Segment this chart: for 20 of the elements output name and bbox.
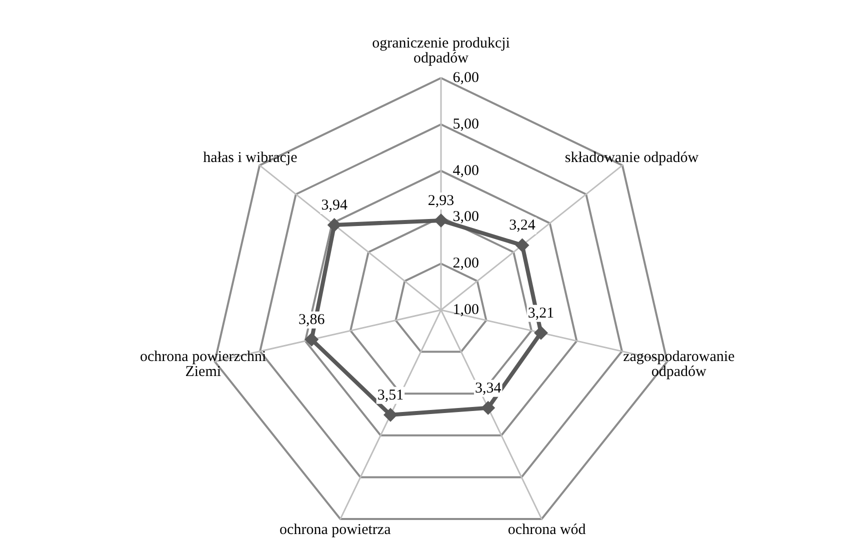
y-tick-label: 3,00 xyxy=(452,209,479,226)
spoke-label: ochrona wód xyxy=(508,522,586,538)
spoke-label: zagospodarowanie odpadów xyxy=(623,348,736,380)
spoke-label: składowanie odpadów xyxy=(564,150,699,166)
y-tick-label: 6,00 xyxy=(452,70,479,86)
data-label: 3,24 xyxy=(509,218,536,234)
y-tick-label: 5,00 xyxy=(452,116,479,132)
spoke-label: ochrona powietrza xyxy=(280,522,392,538)
data-label: 3,94 xyxy=(321,197,348,214)
data-label: 3,51 xyxy=(377,387,404,404)
data-label: 3,21 xyxy=(528,305,554,322)
spoke-label: ochrona powierzchni Ziemi xyxy=(140,348,266,380)
spoke-label: hałas i wibracje xyxy=(203,150,298,166)
y-tick-label: 2,00 xyxy=(452,256,479,272)
data-label: 3,86 xyxy=(298,312,326,328)
data-label: 2,93 xyxy=(428,192,454,209)
y-tick-label: 4,00 xyxy=(452,162,479,179)
spoke-label: ograniczenie produkcji odpadów xyxy=(372,36,510,66)
y-tick-label: 1,00 xyxy=(452,302,479,318)
data-label: 3,34 xyxy=(474,380,502,396)
